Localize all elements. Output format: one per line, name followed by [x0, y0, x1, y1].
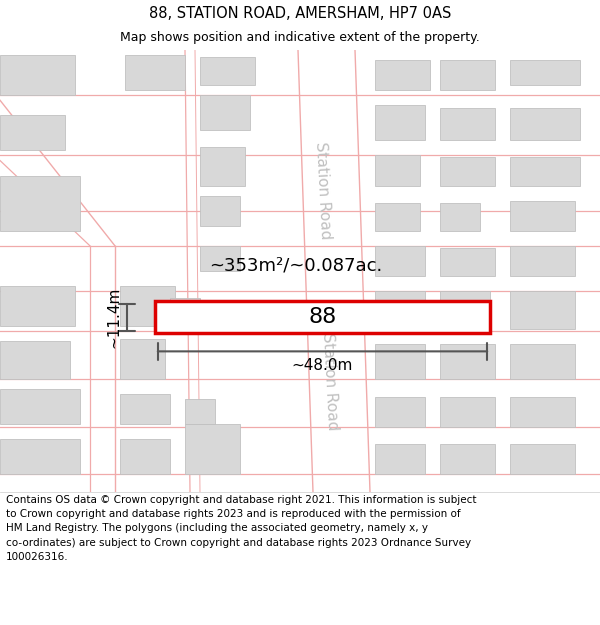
Bar [440, 202, 480, 231]
Bar [0, 389, 80, 424]
Bar [375, 291, 425, 329]
Bar [170, 298, 200, 326]
Bar [375, 397, 425, 427]
Bar [200, 95, 250, 131]
Bar [155, 301, 490, 333]
Bar [510, 444, 575, 474]
Bar [0, 55, 75, 95]
Bar [510, 158, 580, 186]
Bar [125, 55, 185, 90]
Bar [120, 286, 175, 326]
Bar [440, 291, 490, 329]
Bar [0, 439, 80, 474]
Bar [120, 339, 165, 379]
Bar [510, 344, 575, 379]
Bar [185, 424, 240, 474]
Bar [440, 344, 495, 379]
Text: 88: 88 [308, 308, 337, 328]
Bar [200, 246, 240, 271]
Bar [185, 399, 215, 424]
Bar [510, 201, 575, 231]
Bar [440, 60, 495, 90]
Text: Station Road: Station Road [313, 141, 334, 240]
Bar [200, 196, 240, 226]
Bar [200, 57, 255, 85]
Bar [440, 158, 495, 186]
Text: ~48.0m: ~48.0m [292, 358, 353, 373]
Bar [375, 202, 420, 231]
Text: Station Road: Station Road [320, 332, 340, 431]
Text: 88, STATION ROAD, AMERSHAM, HP7 0AS: 88, STATION ROAD, AMERSHAM, HP7 0AS [149, 6, 451, 21]
Text: ~353m²/~0.087ac.: ~353m²/~0.087ac. [209, 257, 382, 275]
Bar [510, 397, 575, 427]
Bar [0, 115, 65, 151]
Bar [510, 108, 580, 141]
Polygon shape [298, 50, 370, 492]
Bar [440, 444, 495, 474]
Bar [200, 148, 245, 186]
Bar [0, 286, 75, 326]
Bar [0, 176, 80, 231]
Bar [375, 105, 425, 141]
Bar [510, 246, 575, 276]
Bar [510, 291, 575, 329]
Bar [375, 60, 430, 90]
Text: Map shows position and indicative extent of the property.: Map shows position and indicative extent… [120, 31, 480, 44]
Text: ~11.4m: ~11.4m [106, 286, 121, 348]
Bar [440, 248, 495, 276]
Bar [375, 344, 425, 379]
Text: Contains OS data © Crown copyright and database right 2021. This information is : Contains OS data © Crown copyright and d… [6, 494, 476, 562]
Bar [375, 246, 425, 276]
Bar [440, 397, 495, 427]
Bar [510, 60, 580, 85]
Bar [120, 394, 170, 424]
Bar [375, 444, 425, 474]
Bar [120, 439, 170, 474]
Bar [0, 341, 70, 379]
Bar [375, 156, 420, 186]
Bar [440, 108, 495, 141]
